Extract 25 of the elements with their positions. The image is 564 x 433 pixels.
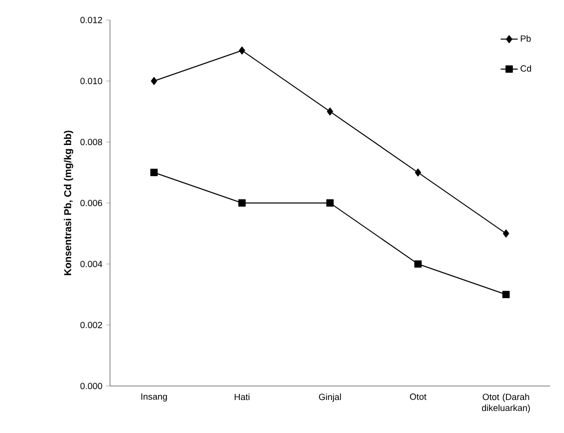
point bbox=[326, 199, 334, 207]
y-tick-label: 0.006 bbox=[80, 200, 102, 206]
x-tick-label: Otot bbox=[410, 394, 426, 400]
point bbox=[150, 168, 158, 176]
y-tick-label: 0.008 bbox=[80, 138, 102, 146]
y-tick-label: 0.000 bbox=[80, 382, 102, 390]
y-tick-label: 0.012 bbox=[80, 16, 102, 24]
x-tick-label: Otot (Darah dikeluarkan) bbox=[482, 394, 530, 413]
point bbox=[502, 230, 510, 238]
point bbox=[414, 260, 422, 268]
point bbox=[150, 77, 158, 85]
point bbox=[414, 168, 422, 176]
legend-label: Cd bbox=[520, 65, 532, 72]
point bbox=[238, 199, 246, 207]
legend-label: Pb bbox=[520, 35, 531, 42]
point bbox=[326, 108, 334, 116]
y-tick-label: 0.004 bbox=[80, 260, 102, 268]
point bbox=[502, 290, 510, 298]
x-tick-label: Insang bbox=[141, 394, 167, 402]
point bbox=[238, 46, 246, 54]
y-tick-label: 0.002 bbox=[80, 322, 102, 328]
x-tick-label: Ginjal bbox=[318, 394, 341, 402]
y-axis-title: Konsentrasi Pb, Cd (mg/kg bb) bbox=[64, 130, 74, 276]
y-tick-label: 0.010 bbox=[80, 78, 102, 84]
x-tick-label: Hati bbox=[234, 394, 250, 400]
